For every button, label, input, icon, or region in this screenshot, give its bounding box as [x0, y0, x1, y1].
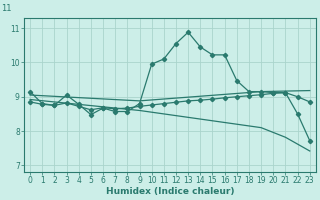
Text: 11: 11 [1, 4, 11, 13]
X-axis label: Humidex (Indice chaleur): Humidex (Indice chaleur) [106, 187, 234, 196]
